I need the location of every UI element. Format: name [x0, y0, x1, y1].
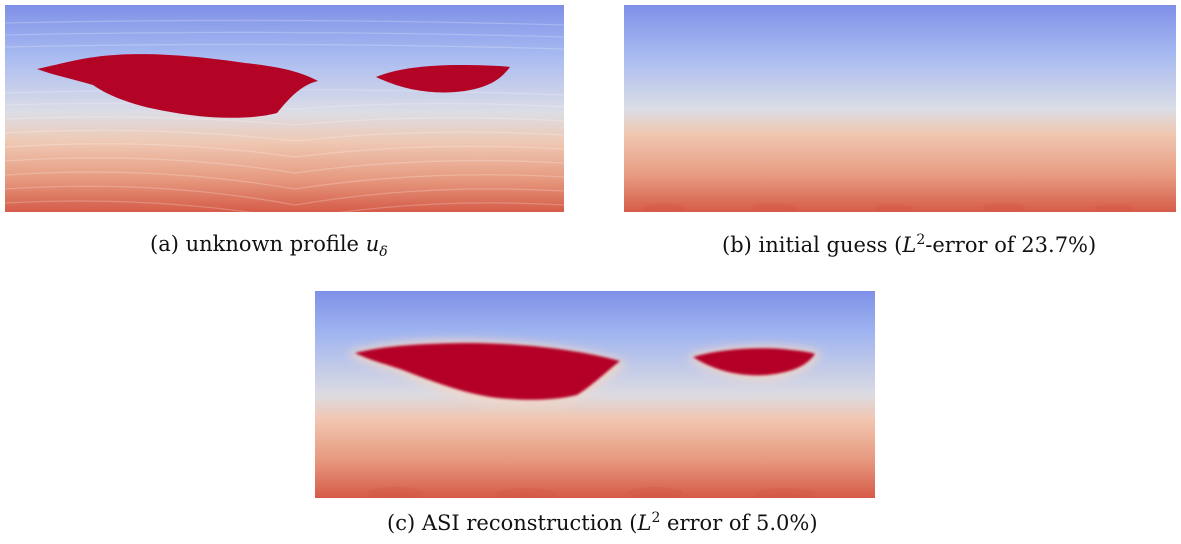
caption-b-suffix: -error of 23.7%)	[925, 233, 1097, 257]
caption-a-text: unknown profile	[185, 232, 359, 256]
asi-reconstruction-image	[315, 291, 875, 498]
caption-c: (c) ASI reconstruction (L2 error of 5.0%…	[387, 510, 818, 535]
inclusion-right	[376, 65, 510, 93]
caption-a-subscript: δ	[379, 244, 388, 261]
caption-c-label: (c)	[387, 511, 416, 535]
caption-b: (b) initial guess (L2-error of 23.7%)	[722, 232, 1096, 257]
caption-b-sup: 2	[916, 232, 926, 248]
unknown-profile-image	[5, 5, 564, 212]
caption-a: (a) unknown profile uδ	[150, 232, 388, 260]
caption-c-suffix: error of 5.0%)	[660, 511, 818, 535]
caption-b-label: (b)	[722, 233, 752, 257]
caption-c-sup: 2	[651, 510, 661, 526]
caption-c-symbol: L	[637, 511, 652, 535]
caption-b-prefix: initial guess (	[758, 233, 903, 257]
caption-b-symbol: L	[902, 233, 917, 257]
initial-guess-image	[624, 5, 1176, 212]
caption-a-label: (a)	[150, 232, 179, 256]
caption-c-prefix: ASI reconstruction (	[421, 511, 638, 535]
caption-a-symbol: u	[365, 232, 380, 256]
inclusion-left	[37, 54, 318, 118]
